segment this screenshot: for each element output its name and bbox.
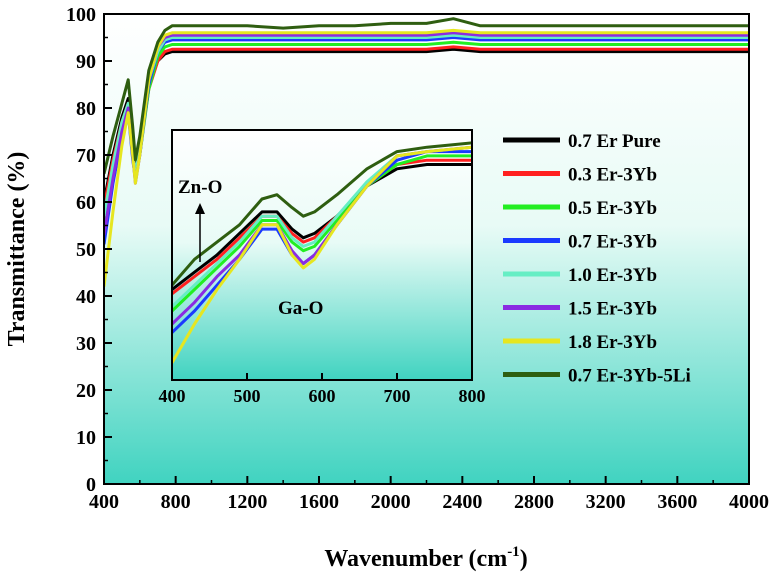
main-series-group	[104, 17, 749, 287]
x-tick-label: 2400	[442, 491, 482, 513]
inset-x-tick-label: 500	[234, 386, 261, 406]
legend-label-1-8-er-3yb: 1.8 Er-3Yb	[568, 332, 657, 353]
y-tick-label: 60	[76, 192, 96, 214]
ga-o-label: Ga-O	[278, 298, 323, 319]
legend-label-1-0-er-3yb: 1.0 Er-3Yb	[568, 265, 657, 286]
x-tick-label: 3200	[586, 491, 626, 513]
inset-series-line-0-7-er-3yb-5li	[172, 141, 472, 287]
x-tick-label: 800	[161, 491, 191, 513]
y-tick-label: 10	[76, 427, 96, 449]
x-axis-title: Wavenumber (cm-1)	[324, 544, 527, 572]
zn-o-arrowhead	[195, 203, 205, 214]
x-tick-label: 400	[89, 491, 119, 513]
inset-x-tick-label: 800	[459, 386, 486, 406]
inset-ticks-group: 400 500 600 700 800	[159, 373, 486, 406]
legend-label-0-7-er-3yb: 0.7 Er-3Yb	[568, 232, 657, 253]
inset-series-line-0-7-er-pure	[172, 163, 472, 291]
inset-series-group	[172, 141, 472, 364]
x-tick-label: 3600	[657, 491, 697, 513]
y-tick-label: 100	[66, 4, 96, 26]
y-tick-label: 40	[76, 286, 96, 308]
main-axes-group: 400 800 1200 1600 2000 2400 2800 3200 3600 4000 0 1…	[66, 4, 769, 513]
inset-series-line-0-5-er-3yb	[172, 154, 472, 313]
x-tick-label: 1600	[299, 491, 339, 513]
zn-o-annotation: Zn-O	[178, 177, 222, 262]
legend-label-0-5-er-3yb: 0.5 Er-3Yb	[568, 198, 657, 219]
x-axis-title-main: Wavenumber (cm	[324, 546, 507, 572]
y-tick-label: 70	[76, 145, 96, 167]
inset-x-tick-label: 400	[159, 386, 186, 406]
y-tick-label: 20	[76, 380, 96, 402]
y-tick-label: 90	[76, 51, 96, 73]
legend: 0.7 Er Pure 0.3 Er-3Yb 0.5 Er-3Yb 0.7 Er-3Y…	[503, 131, 691, 387]
y-axis-title: Transmittance (%)	[4, 152, 30, 347]
x-axis-title-suffix: )	[520, 546, 528, 572]
inset-x-tick-label: 700	[384, 386, 411, 406]
y-tick-label: 0	[86, 474, 96, 496]
legend-label-0-7-er-pure: 0.7 Er Pure	[568, 131, 661, 152]
legend-label-0-7-er-3yb-5li: 0.7 Er-3Yb-5Li	[568, 366, 691, 387]
x-axis-title-superscript: -1	[507, 544, 520, 560]
zn-o-label: Zn-O	[178, 177, 222, 198]
x-tick-label: 2800	[514, 491, 554, 513]
legend-label-0-3-er-3yb: 0.3 Er-3Yb	[568, 165, 657, 186]
y-tick-label: 80	[76, 98, 96, 120]
y-tick-label: 50	[76, 239, 96, 261]
series-line-1-8-er-3yb	[104, 28, 749, 287]
x-tick-label: 1200	[227, 491, 267, 513]
y-tick-label: 30	[76, 333, 96, 355]
x-tick-label: 4000	[729, 491, 769, 513]
inset-x-tick-label: 600	[309, 386, 336, 406]
x-tick-label: 2000	[371, 491, 411, 513]
legend-label-1-5-er-3yb: 1.5 Er-3Yb	[568, 299, 657, 320]
series-line-0-7-er-3yb-5li	[104, 17, 749, 175]
inset-series-line-1-8-er-3yb	[172, 145, 472, 364]
